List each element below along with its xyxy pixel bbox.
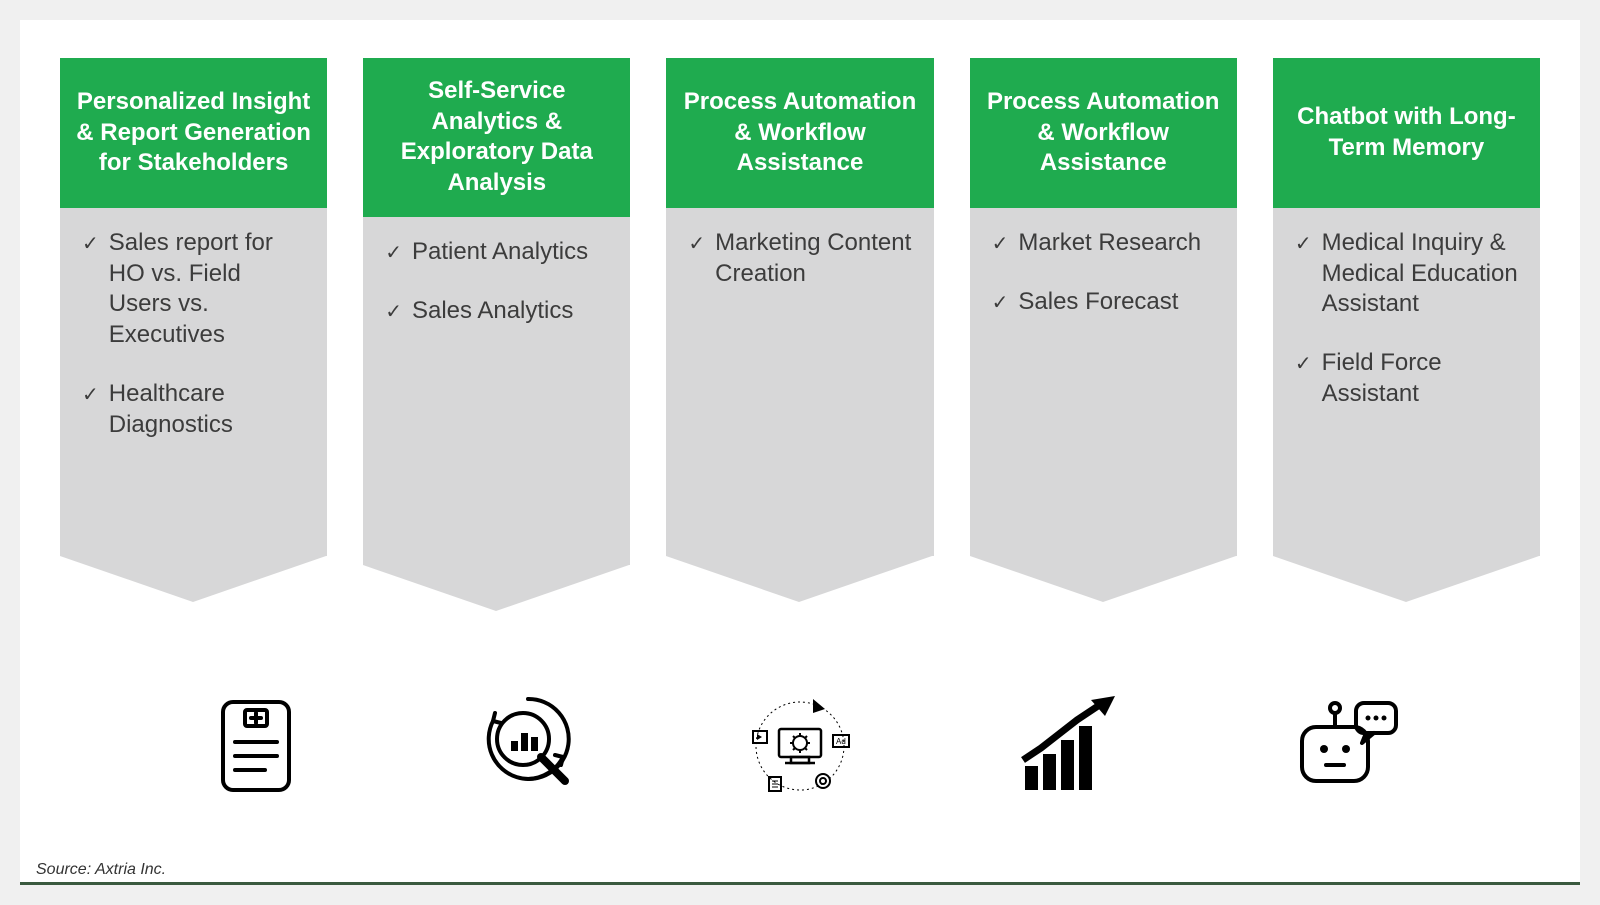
bullet-list: ✓ Market Research ✓ Sales Forecast [992,228,1219,317]
clipboard-medical-icon [120,691,392,801]
card-arrow [666,556,932,602]
card-4: Chatbot with Long-Term Memory ✓Medical In… [1273,58,1540,611]
check-icon: ✓ [1295,348,1312,409]
bullet-text: Medical Inquiry & Medical Education Assi… [1322,228,1522,320]
bullet-item: ✓ Sales Analytics [385,296,612,327]
bullet-item: ✓Marketing Content Creation [688,228,915,289]
card-3: Process Automation & Workflow Assistance… [970,58,1237,611]
svg-text:Ad: Ad [836,737,846,746]
bullet-text: Sales Analytics [412,296,573,327]
card-arrow [1273,556,1539,602]
bottom-divider [20,882,1580,885]
bullet-item: ✓Sales report for HO vs. Field Users vs.… [82,228,309,351]
bullet-item: ✓ Patient Analytics [385,237,612,268]
card-body: ✓Marketing Content Creation [666,208,933,556]
bullet-text: Market Research [1018,228,1201,259]
source-label: Source: Axtria Inc. [36,861,166,879]
card-body: ✓ Market Research ✓ Sales Forecast [970,208,1237,556]
check-icon: ✓ [385,237,402,268]
check-icon: ✓ [688,228,705,289]
bullet-item: ✓Medical Inquiry & Medical Education Ass… [1295,228,1522,320]
check-icon: ✓ [82,228,99,351]
card-1: Self-Service Analytics & Exploratory Dat… [363,58,630,611]
card-title: Personalized Insight & Report Generation… [60,58,327,208]
card-arrow [363,565,629,611]
chatbot-icon [1208,691,1480,801]
growth-chart-icon [936,691,1208,801]
bullet-list: ✓Sales report for HO vs. Field Users vs.… [82,228,309,440]
card-title: Chatbot with Long-Term Memory [1273,58,1540,208]
bullet-list: ✓Marketing Content Creation [688,228,915,289]
card-title: Process Automation & Workflow Assistance [970,58,1237,208]
check-icon: ✓ [385,296,402,327]
bullet-text: Healthcare Diagnostics [109,379,309,440]
cards-row: Personalized Insight & Report Generation… [60,58,1540,611]
check-icon: ✓ [1295,228,1312,320]
card-body: ✓ Patient Analytics ✓ Sales Analytics [363,217,630,565]
card-arrow [60,556,326,602]
card-2: Process Automation & Workflow Assistance… [666,58,933,611]
infographic-canvas: Personalized Insight & Report Generation… [20,20,1580,885]
marketing-gear-icon: Ad [664,691,936,801]
check-icon: ✓ [992,287,1009,318]
bullet-text: Sales report for HO vs. Field Users vs. … [109,228,309,351]
check-icon: ✓ [992,228,1009,259]
card-title: Process Automation & Workflow Assistance [666,58,933,208]
bullet-text: Patient Analytics [412,237,588,268]
card-arrow [970,556,1236,602]
bullet-text: Marketing Content Creation [715,228,915,289]
card-body: ✓Sales report for HO vs. Field Users vs.… [60,208,327,556]
icons-row: Ad [60,691,1540,801]
bullet-item: ✓Healthcare Diagnostics [82,379,309,440]
check-icon: ✓ [82,379,99,440]
card-0: Personalized Insight & Report Generation… [60,58,327,611]
card-body: ✓Medical Inquiry & Medical Education Ass… [1273,208,1540,556]
bullet-text: Sales Forecast [1018,287,1178,318]
card-title: Self-Service Analytics & Exploratory Dat… [363,58,630,217]
bullet-list: ✓ Patient Analytics ✓ Sales Analytics [385,237,612,326]
bullet-text: Field Force Assistant [1322,348,1522,409]
magnifier-chart-icon [392,691,664,801]
bullet-list: ✓Medical Inquiry & Medical Education Ass… [1295,228,1522,410]
bullet-item: ✓ Sales Forecast [992,287,1219,318]
bullet-item: ✓Field Force Assistant [1295,348,1522,409]
bullet-item: ✓ Market Research [992,228,1219,259]
